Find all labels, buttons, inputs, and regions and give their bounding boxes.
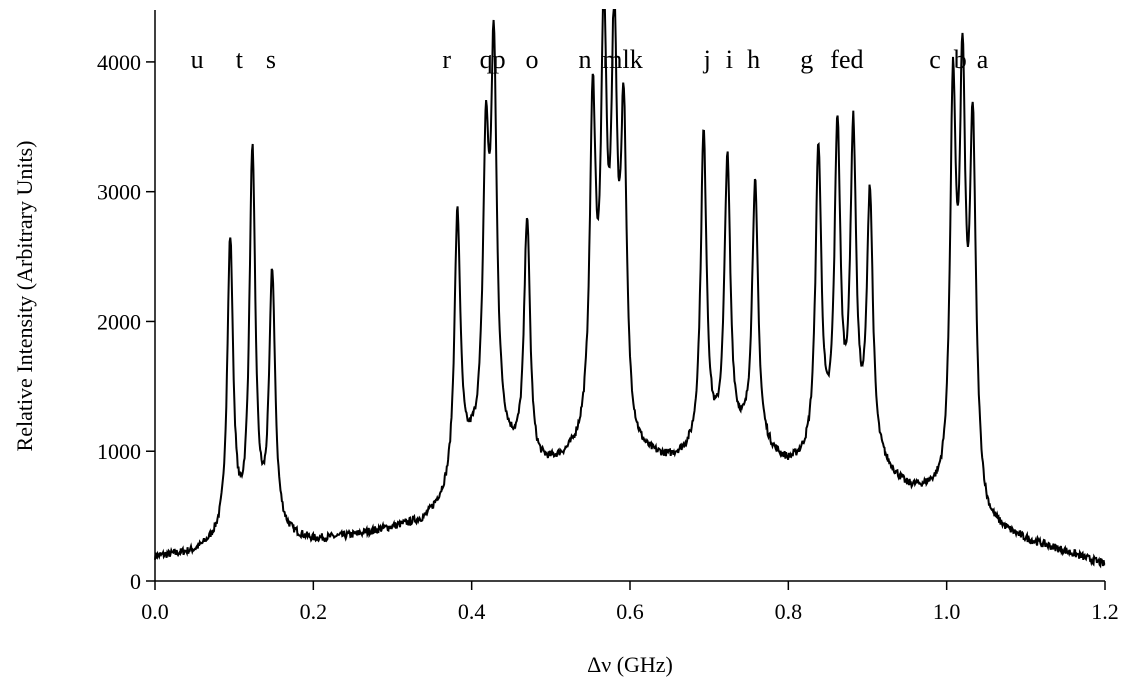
peak-label: a: [977, 45, 989, 74]
x-tick-label: 0.0: [141, 599, 169, 624]
peak-label: qp: [480, 45, 506, 74]
x-tick-label: 0.8: [775, 599, 803, 624]
peak-label: h: [747, 45, 760, 74]
y-tick-label: 2000: [97, 309, 141, 334]
peak-label: fed: [830, 45, 863, 74]
peak-label: b: [954, 45, 967, 74]
peak-label: j: [703, 45, 711, 74]
peak-label: mlk: [602, 45, 642, 74]
spectrum-line: [154, 9, 1106, 569]
x-tick-label: 0.6: [616, 599, 644, 624]
y-tick-label: 3000: [97, 180, 141, 205]
peak-label: g: [800, 45, 813, 74]
x-tick-label: 0.2: [300, 599, 328, 624]
y-tick-label: 0: [130, 569, 141, 594]
peak-label: s: [266, 45, 276, 74]
y-tick-label: 1000: [97, 439, 141, 464]
peak-label: i: [726, 45, 733, 74]
plot-area: [154, 10, 1105, 582]
x-tick-label: 1.2: [1091, 599, 1119, 624]
x-axis-ticks: 0.0 0.2 0.4 0.6 0.8 1.0 1.2: [141, 581, 1119, 624]
x-axis-title: Δν (GHz): [587, 652, 673, 677]
peak-label: u: [191, 45, 204, 74]
peak-label: c: [929, 45, 941, 74]
y-axis-ticks: 0 1000 2000 3000 4000: [97, 50, 155, 594]
x-tick-label: 0.4: [458, 599, 486, 624]
peak-label: n: [579, 45, 592, 74]
x-tick-label: 1.0: [933, 599, 961, 624]
y-axis-title: Relative Intensity (Arbitrary Units): [12, 141, 37, 452]
peak-label: r: [442, 45, 451, 74]
y-tick-label: 4000: [97, 50, 141, 75]
peak-label: o: [526, 45, 539, 74]
peak-label: t: [236, 45, 244, 74]
peak-label-group: u t s r qp o n mlk j i h g fed c b a: [191, 45, 989, 74]
